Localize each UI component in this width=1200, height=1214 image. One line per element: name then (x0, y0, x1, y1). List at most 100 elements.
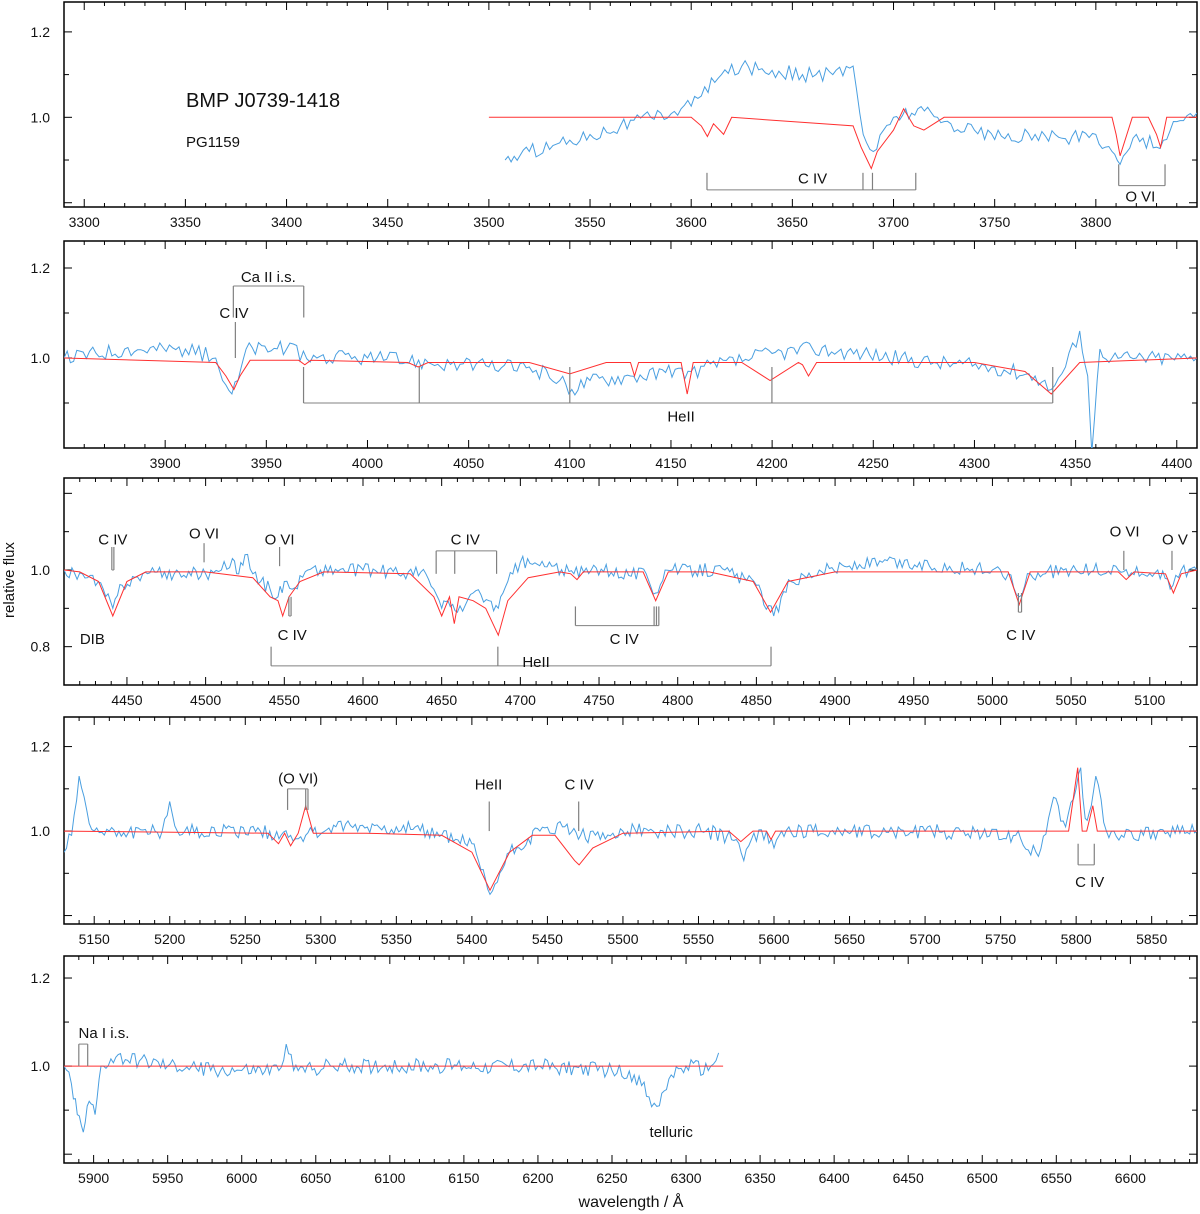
x-tick-label: 4750 (583, 692, 614, 708)
line-marker: C IV (278, 596, 307, 644)
marker-label: C IV (278, 627, 307, 644)
x-tick-label: 4200 (757, 455, 788, 471)
line-marker: Na I i.s. (78, 1025, 130, 1067)
line-marker: C IV (1006, 593, 1035, 644)
line-marker: HeII (270, 646, 772, 671)
y-tick-label: 1.2 (31, 260, 51, 276)
panel-frame (63, 716, 1198, 925)
x-tick-label: 4700 (505, 692, 536, 708)
panel-4: 5150 5200 5250 5300 5350 5400 5450 5500 5550 5600… (31, 716, 1198, 947)
x-tick-label: 6250 (596, 1170, 627, 1186)
marker-label: Ca II i.s. (241, 269, 296, 286)
x-tick-label: 4350 (1060, 455, 1091, 471)
x-tick-label: 5900 (78, 1170, 109, 1186)
x-tick-label: 5650 (834, 931, 865, 947)
marker-label: C IV (565, 777, 594, 794)
x-tick-label: 5050 (1056, 692, 1087, 708)
marker-label: Na I i.s. (79, 1025, 130, 1042)
model-spectrum-line (488, 107, 1197, 170)
x-tick-label: 3600 (676, 214, 707, 230)
star-class: PG1159 (186, 134, 240, 151)
observed-spectrum-line (64, 1043, 720, 1133)
x-axis-label: wavelength / Å (578, 1192, 684, 1211)
x-tick-label: 6600 (1115, 1170, 1146, 1186)
panel-frame (63, 240, 1198, 449)
line-marker: C IV (706, 170, 917, 191)
x-tick-label: 5850 (1136, 931, 1167, 947)
marker-label: C IV (451, 531, 480, 548)
x-tick-label: 4300 (959, 455, 990, 471)
panel-2: 3900 3950 4000 4050 4100 4150 4200 4250 4300 4350… (31, 240, 1198, 471)
marker-label: O VI (1110, 524, 1140, 541)
y-tick-label: 1.0 (31, 562, 51, 578)
x-tick-label: 4900 (819, 692, 850, 708)
marker-label: C IV (1006, 627, 1035, 644)
marker-label: C IV (219, 305, 248, 322)
marker-label: O VI (265, 531, 295, 548)
y-tick-label: 1.0 (31, 350, 51, 366)
x-tick-label: 6350 (745, 1170, 776, 1186)
x-tick-label: 4450 (111, 692, 142, 708)
x-tick-label: 6050 (300, 1170, 331, 1186)
series-group (64, 1043, 724, 1133)
x-tick-label: 3550 (574, 214, 605, 230)
x-tick-label: 5600 (758, 931, 789, 947)
x-tick-label: 4150 (655, 455, 686, 471)
x-tick-label: 3450 (372, 214, 403, 230)
x-tick-label: 4500 (190, 692, 221, 708)
x-tick-label: 6200 (522, 1170, 553, 1186)
x-tick-label: 4800 (662, 692, 693, 708)
x-tick-label: 3900 (150, 455, 181, 471)
series-group (488, 59, 1197, 170)
model-spectrum-line (64, 569, 1197, 637)
x-tick-label: 4600 (347, 692, 378, 708)
annotation-label: telluric (650, 1124, 694, 1141)
line-marker: C IV (565, 777, 594, 832)
model-spectrum-line (64, 357, 1197, 395)
x-tick-label: 3950 (251, 455, 282, 471)
x-tick-label: 5950 (152, 1170, 183, 1186)
marker-label: C IV (798, 170, 827, 187)
x-tick-label: 4100 (554, 455, 585, 471)
x-tick-label: 5250 (230, 931, 261, 947)
marker-label: O VI (1125, 188, 1155, 205)
y-tick-label: 1.0 (31, 1058, 51, 1074)
x-tick-label: 5450 (532, 931, 563, 947)
line-marker: (O VI) (278, 770, 318, 810)
x-tick-label: 4950 (898, 692, 929, 708)
series-group (64, 330, 1197, 448)
line-marker: C IV (98, 531, 127, 571)
x-tick-label: 4850 (741, 692, 772, 708)
x-tick-label: 3350 (170, 214, 201, 230)
x-tick-label: 3300 (69, 214, 100, 230)
y-tick-label: 1.2 (31, 24, 51, 40)
x-tick-label: 5500 (607, 931, 638, 947)
x-tick-label: 6450 (893, 1170, 924, 1186)
x-tick-label: 3700 (878, 214, 909, 230)
x-tick-label: 4000 (352, 455, 383, 471)
y-axis-label: relative flux (1, 542, 18, 618)
x-tick-label: 6300 (670, 1170, 701, 1186)
line-marker: HeII (302, 367, 1054, 426)
marker-label: HeII (667, 409, 695, 426)
y-tick-label: 1.2 (31, 739, 51, 755)
line-marker: C IV (574, 606, 660, 648)
x-tick-label: 6000 (226, 1170, 257, 1186)
x-tick-label: 4550 (269, 692, 300, 708)
line-marker: HeII (475, 777, 502, 832)
x-tick-label: 6400 (819, 1170, 850, 1186)
x-tick-label: 5800 (1061, 931, 1092, 947)
x-tick-label: 6550 (1041, 1170, 1072, 1186)
x-tick-label: 5750 (985, 931, 1016, 947)
x-tick-label: 4250 (858, 455, 889, 471)
x-tick-label: 6150 (448, 1170, 479, 1186)
x-tick-label: 5100 (1134, 692, 1165, 708)
observed-spectrum-line (64, 553, 1197, 617)
line-marker: O VI (189, 526, 219, 563)
y-tick-label: 1.0 (31, 823, 51, 839)
marker-label: O VI (189, 526, 219, 543)
line-marker: O V (1162, 531, 1188, 570)
panel-1: 3300 3350 3400 3450 3500 3550 3600 3650 3700 3750… (31, 1, 1198, 230)
marker-label: HeII (522, 654, 550, 671)
